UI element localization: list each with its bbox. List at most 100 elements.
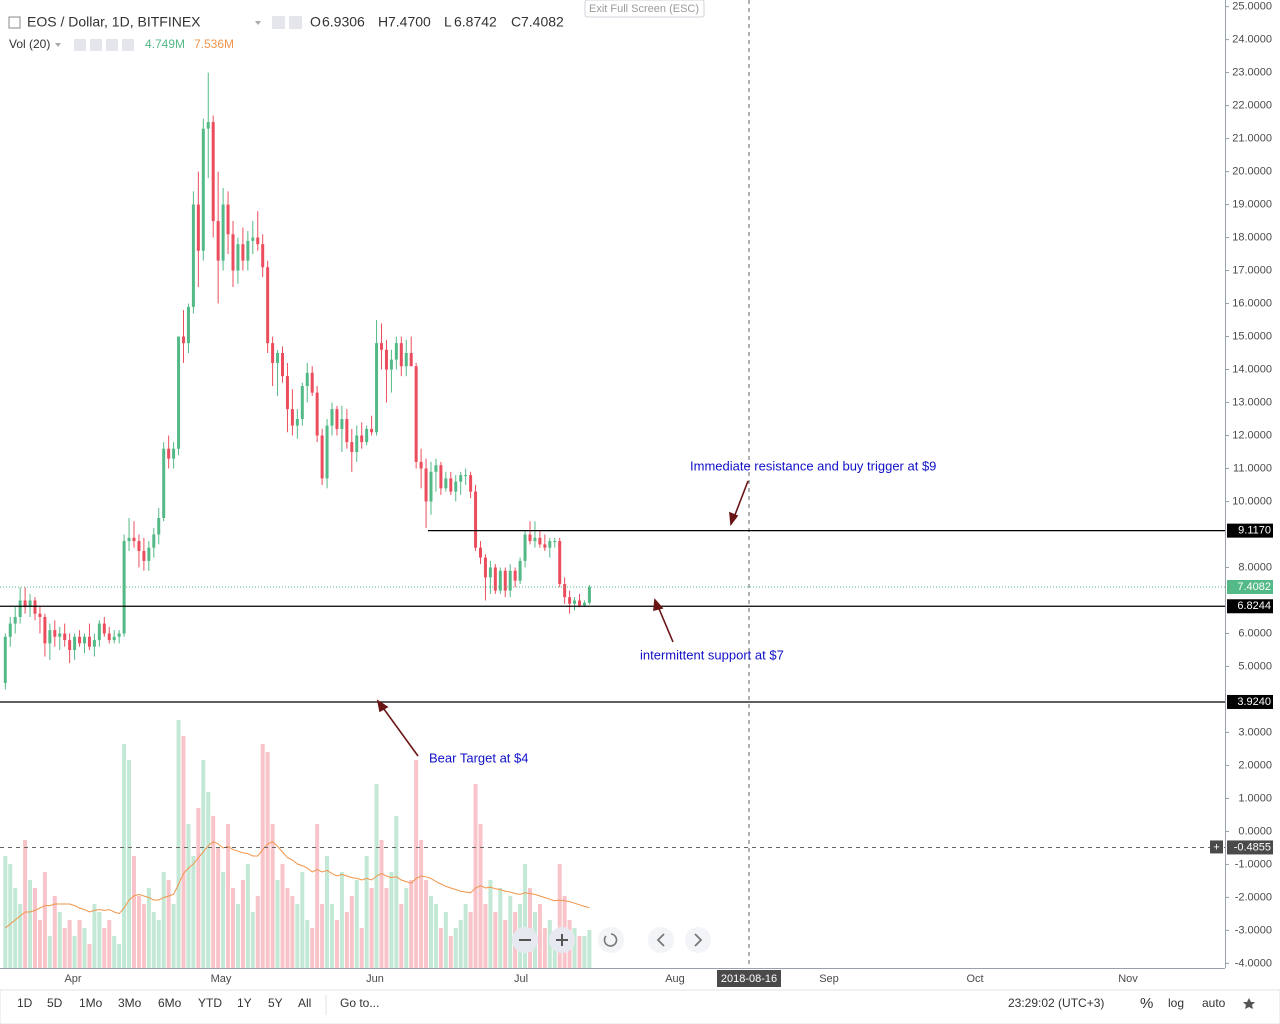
settings-icon[interactable] [1243,998,1255,1009]
volume-bar [132,856,136,968]
volume-bar [369,888,374,968]
reset-button[interactable] [598,927,624,953]
y-tick-label: 2.0000 [1238,759,1272,771]
scroll-right-button[interactable] [685,927,711,953]
volume-bar [13,888,18,968]
x-tick-label: Sep [819,973,839,985]
candle-body [320,435,324,479]
crosshair-plus-button[interactable] [1210,840,1223,854]
candle-body [172,448,176,459]
dropdown-caret[interactable] [55,43,61,47]
volume-bar [344,912,349,968]
ohlc-key: O [310,14,321,30]
range-button[interactable]: 5Y [268,996,283,1010]
candle-body [182,336,185,344]
arrow [380,704,419,757]
ohlc-key: H [378,14,388,30]
arrowhead [729,511,739,527]
y-tick-label: 12.0000 [1232,429,1272,441]
dropdown-caret[interactable] [255,21,261,25]
volume-bar [330,904,334,968]
candle-body [18,600,22,617]
volume-bar [409,880,414,968]
range-button[interactable]: YTD [198,996,222,1010]
candle-body [335,409,339,429]
header-button[interactable] [289,16,302,29]
volume-bar [92,904,97,968]
vol-button[interactable] [90,39,102,51]
volume-bar [453,928,458,968]
candle-body [340,419,344,429]
volume-bar [255,896,260,968]
candle-body [226,204,230,235]
volume-bar [161,872,166,968]
candle-body [261,244,265,268]
range-button[interactable]: 6Mo [158,996,182,1010]
candle-body [305,372,309,387]
scale-button[interactable]: auto [1202,996,1226,1010]
volume-bar [67,920,72,968]
volume-bar [552,936,557,968]
volume-bar [136,896,141,968]
vol-button[interactable] [74,39,86,51]
annotation: Immediate resistance and buy trigger at … [690,458,936,473]
volume-bar [394,816,399,968]
vol-button[interactable] [106,39,118,51]
candle-body [271,343,275,363]
volume-bar [300,872,305,968]
candle-body [73,636,77,650]
x-tick-label: Oct [966,973,983,985]
candle-body [53,630,57,637]
volume-bar [176,720,181,968]
volume-bar [226,824,231,968]
scale-button[interactable]: log [1168,996,1184,1010]
range-button[interactable]: All [298,996,311,1010]
volume-bar [463,904,468,968]
volume-bar [82,928,87,968]
exit-fullscreen-button[interactable] [584,0,705,18]
last-price-label: 7.4082 [1237,581,1271,593]
exit-fullscreen-label[interactable]: Exit Full Screen (ESC) [589,3,699,15]
ohlc-value: 6.9306 [322,14,365,30]
candle-body [498,570,502,591]
range-button[interactable]: 1D [17,996,33,1010]
annotation: Bear Target at $4 [429,750,529,765]
scroll-left-button[interactable] [648,927,674,953]
candle-body [236,244,240,271]
volume-bar [221,872,226,968]
candle-body [365,428,369,443]
candle-body [38,613,42,617]
range-button[interactable]: 1Mo [79,996,103,1010]
annotation: intermittent support at $7 [640,647,784,662]
volume-bar [171,904,176,968]
scale-button[interactable]: % [1140,995,1153,1012]
range-button[interactable]: 1Y [237,996,252,1010]
candle-body [479,547,482,558]
candle-body [573,600,577,604]
collapse-icon[interactable] [8,16,21,29]
vol-button[interactable] [122,39,134,51]
candle-body [587,587,591,603]
candle-body [503,570,507,591]
volume-bar [537,904,542,968]
header-button[interactable] [272,16,285,29]
range-button[interactable]: 5D [47,996,63,1010]
candle-body [162,448,166,518]
candle-body [196,204,200,251]
volume-last: 4.749M [145,37,185,51]
candle-body [177,336,181,449]
candle-body [127,537,131,542]
volume-bar [62,928,67,968]
volume-bar [424,880,429,968]
candle-body [483,557,487,578]
volume-bar [498,888,503,968]
level-label-bg [1227,523,1273,538]
volume-bar [231,888,235,968]
range-button[interactable]: 3Mo [118,996,142,1010]
goto-button[interactable]: Go to... [340,996,379,1010]
candle-body [13,616,17,624]
volume-bar [37,920,42,968]
volume-ma-line [4,840,590,929]
candle-body [513,570,517,581]
volume-bar [166,880,171,968]
